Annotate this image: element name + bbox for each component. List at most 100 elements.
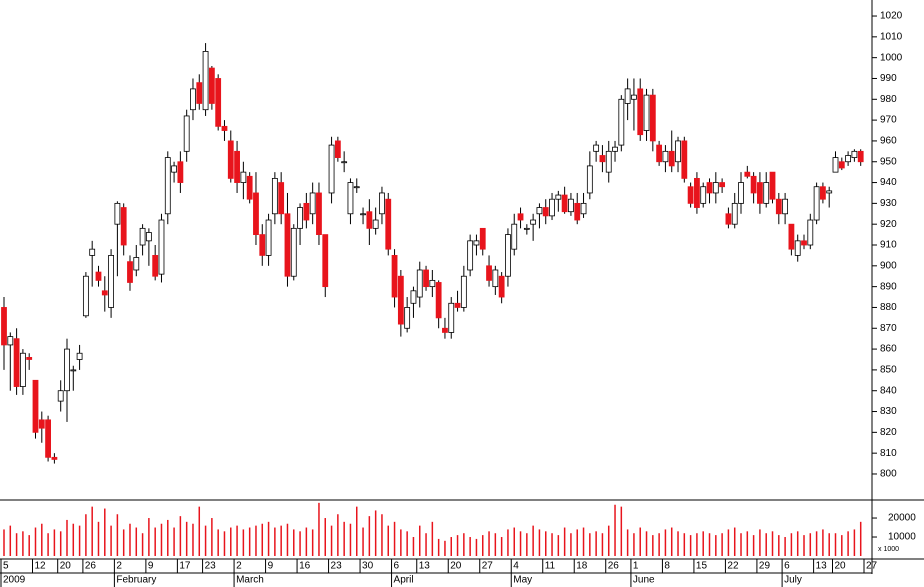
candle-body [612,146,618,152]
candle-body [133,257,140,271]
candle-body [782,198,789,215]
month-label: April [394,575,414,586]
volume-tick-label: 20000 [888,513,916,524]
candle-body [303,202,310,221]
candle-body [341,161,348,164]
candle-body [725,213,732,225]
candle-body [687,186,694,204]
y-tick-label: 1000 [880,52,903,63]
candle-body [278,182,285,215]
candle-body [416,269,423,298]
candle-body [593,144,600,152]
candle-body [353,186,360,189]
month-label: 2009 [3,575,26,586]
x-tick-label: 26 [608,561,620,572]
x-tick-label: 2 [236,561,242,572]
y-tick-label: 930 [880,198,897,209]
candle-body [523,227,530,230]
x-tick-label: 26 [85,561,97,572]
candle-body [429,279,436,288]
candle-body [706,182,713,194]
candle-body [215,78,222,127]
candle-body [618,98,625,146]
x-tick-label: 16 [299,561,311,572]
candle-body [681,140,688,179]
x-tick-label: 23 [331,561,343,572]
candle-body [32,379,39,433]
x-tick-label: 9 [268,561,274,572]
x-tick-label: 8 [664,561,670,572]
candle-body [158,219,165,275]
candle-body [127,261,133,283]
candle-body [297,207,303,229]
candle-body [246,175,253,200]
x-tick-label: 29 [759,561,771,572]
candle-body [624,88,631,104]
candle-body [253,192,259,235]
candle-body [561,194,568,213]
candle-body [316,192,322,235]
candle-body [454,302,461,308]
month-label: March [236,575,264,586]
candle-body [599,155,606,163]
candle-body [423,269,429,288]
candle-body [208,67,215,104]
candle-body [101,290,108,296]
candle-body [555,194,562,200]
candle-body [832,157,839,173]
y-tick-label: 990 [880,73,897,84]
y-tick-label: 960 [880,136,897,147]
x-tick-label: 13 [816,561,828,572]
x-tick-label: 20 [450,561,462,572]
candle-body [517,213,524,221]
candle-body [473,240,480,246]
month-label: May [513,575,532,586]
candle-body [631,94,637,100]
candle-body [530,219,537,225]
month-label: February [116,575,156,586]
candle-body [7,336,14,346]
candle-body [152,255,159,277]
x-tick-label: 15 [696,561,708,572]
candle-body [108,255,114,308]
candle-body [763,182,770,204]
y-tick-label: 880 [880,302,897,313]
candle-body [221,125,228,131]
x-tick-label: 9 [148,561,154,572]
candle-body [183,115,190,152]
candle-body [498,275,505,298]
candle-body [240,171,247,183]
candle-body [700,186,707,204]
x-tick-label: 20 [835,561,847,572]
y-tick-label: 920 [880,219,897,230]
x-tick-label: 6 [394,561,400,572]
x-tick-label: 13 [419,561,431,572]
candle-body [448,302,455,333]
candle-body [536,207,543,215]
candle-body [114,202,121,225]
candle-body [656,144,663,163]
candle-body [820,186,826,200]
candle-body [750,175,757,194]
candle-body [284,213,291,277]
candle-body [13,338,20,387]
x-tick-label: 2 [116,561,122,572]
y-tick-label: 1010 [880,31,903,42]
candle-body [807,219,814,246]
candle-body [675,140,681,163]
x-tick-label: 11 [545,561,556,572]
y-tick-label: 820 [880,427,897,438]
x-tick-label: 12 [34,561,46,572]
candle-body [637,88,644,136]
candle-body [265,219,272,256]
candle-body [435,282,442,319]
x-tick-label: 20 [60,561,72,572]
y-tick-label: 870 [880,323,897,334]
candle-body [586,165,593,194]
candle-body [259,234,266,256]
volume-tick-label: 10000 [888,532,916,543]
candle-body [120,207,127,246]
x-tick-label: 18 [576,561,588,572]
candle-body [813,186,820,221]
